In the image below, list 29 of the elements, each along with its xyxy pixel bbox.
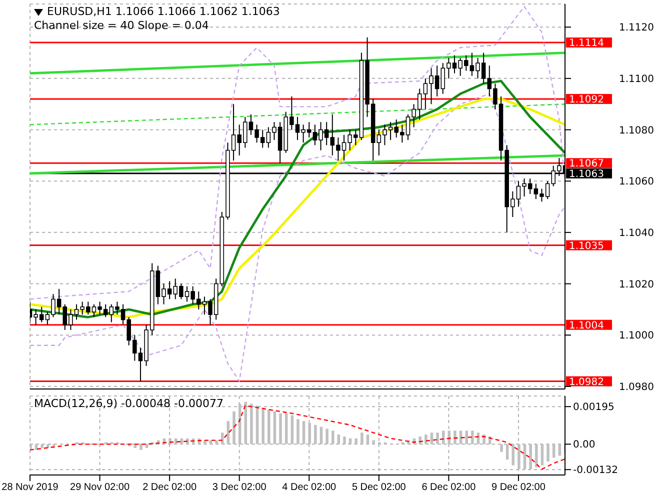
ref-line-label: 1.1114 [569,38,604,49]
x-tick-label: 6 Dec 02:00 [422,482,476,494]
y-tick-label: 1.1060 [619,176,654,188]
ref-line-label: 1.1092 [569,94,604,106]
x-tick-label: 5 Dec 02:00 [352,482,406,494]
chart-title: EURUSD,H1 1.1066 1.1066 1.1062 1.1063 [47,5,280,19]
y-tick-label: 1.0980 [619,382,654,393]
y-tick-label: 1.1020 [619,279,654,290]
y-tick-label: 1.1100 [619,74,654,85]
ref-line-label: 1.1067 [569,158,604,170]
x-tick-label: 29 Nov 02:00 [70,482,130,494]
y-tick-label: 1.1080 [619,125,654,136]
text: Channel size = 40 Slope = 0.04 [34,19,210,33]
y-tick-label: -0.00132 [573,465,618,476]
y-tick-label: 0.00195 [573,402,614,414]
y-tick-label: 1.1120 [619,22,654,34]
x-tick-label: 28 Nov 2019 [2,482,59,494]
y-tick-label: 1.1040 [619,228,654,239]
ref-line-label: 1.1035 [569,240,604,252]
x-tick-label: 2 Dec 02:00 [142,482,197,494]
x-tick-label: 9 Dec 02:00 [492,482,546,494]
ref-line-label: 1.1004 [569,320,604,332]
ref-line-label: 1.0982 [569,376,604,388]
x-tick-label: 4 Dec 02:00 [282,482,337,494]
y-tick-label: 0.00 [573,440,596,451]
chart-title: MACD(12,26,9) -0.00048 -0.00077 [34,397,224,411]
y-tick-label: 1.1000 [619,330,654,342]
x-tick-label: 3 Dec 02:00 [212,482,267,494]
ref-line-label: 1.1063 [569,168,604,180]
